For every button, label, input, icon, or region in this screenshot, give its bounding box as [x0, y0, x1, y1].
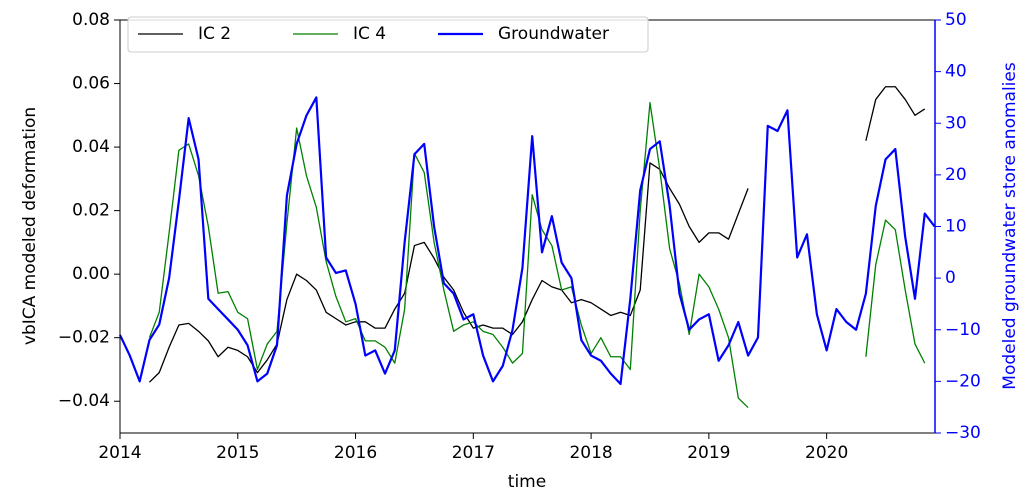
x-tick-label: 2019 — [687, 443, 730, 463]
legend-label: Groundwater — [498, 24, 609, 44]
x-tick-label: 2015 — [216, 443, 259, 463]
x-tick-label: 2018 — [569, 443, 612, 463]
y-tick-label: −0.02 — [58, 328, 110, 348]
x-axis-label: time — [508, 472, 546, 492]
series-line — [148, 86, 926, 383]
x-tick-label: 2017 — [452, 443, 495, 463]
y2-tick-label: 30 — [945, 113, 967, 133]
y2-tick-label: 50 — [945, 10, 967, 30]
y-tick-label: 0.08 — [72, 10, 110, 30]
y-tick-label: 0.06 — [72, 74, 110, 94]
y-axis-label: vbICA modeled deformation — [20, 107, 40, 345]
y2-tick-label: 0 — [945, 268, 956, 288]
y2-tick-label: −30 — [945, 423, 981, 443]
y2-tick-label: 10 — [945, 217, 967, 237]
x-tick-label: 2014 — [98, 443, 141, 463]
y-tick-label: −0.04 — [58, 391, 110, 411]
y2-axis-label: Modeled groundwater store anomalies — [1000, 62, 1020, 390]
series-line — [148, 101, 926, 409]
x-tick-label: 2020 — [805, 443, 848, 463]
series-line — [119, 96, 936, 386]
y-tick-label: 0.00 — [72, 264, 110, 284]
y2-tick-label: −20 — [945, 371, 981, 391]
y2-tick-label: 40 — [945, 62, 967, 82]
y2-tick-label: −10 — [945, 320, 981, 340]
legend-label: IC 2 — [198, 24, 231, 44]
legend-label: IC 4 — [353, 24, 386, 44]
y-tick-label: 0.02 — [72, 201, 110, 221]
y-tick-label: 0.04 — [72, 137, 110, 157]
x-tick-label: 2016 — [334, 443, 377, 463]
y2-tick-label: 20 — [945, 165, 967, 185]
legend-box — [127, 16, 649, 53]
